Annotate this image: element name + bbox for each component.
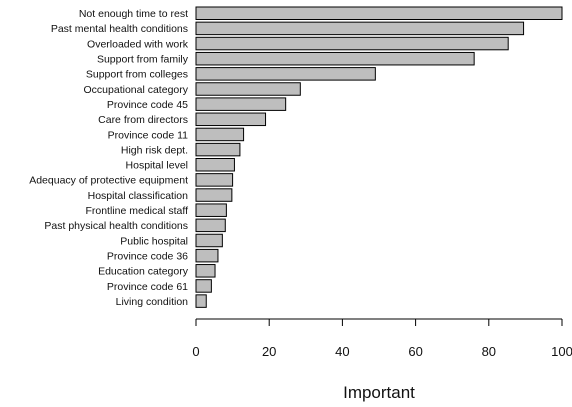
- bar-13: [195, 203, 227, 217]
- category-label-18: Province code 61: [107, 281, 188, 293]
- bar-11: [195, 173, 234, 187]
- bar-0: [195, 6, 563, 20]
- category-label-5: Occupational category: [84, 84, 189, 96]
- x-tick-label-0: 0: [192, 344, 199, 359]
- bars-group: [195, 6, 563, 308]
- bar-18: [195, 279, 212, 293]
- category-label-0: Not enough time to rest: [79, 8, 188, 20]
- x-axis-ticks-group: 0 20 40 60 80 100: [192, 319, 572, 359]
- bar-3: [195, 51, 475, 66]
- category-label-6: Province code 45: [107, 99, 188, 111]
- x-axis-title: Important: [343, 383, 415, 402]
- category-label-14: Past physical health conditions: [44, 220, 188, 232]
- category-label-7: Care from directors: [98, 114, 188, 126]
- x-tick-label-2: 40: [335, 344, 349, 359]
- category-label-4: Support from colleges: [86, 69, 188, 81]
- category-label-10: Hospital level: [126, 160, 188, 172]
- category-label-12: Hospital classification: [88, 190, 189, 202]
- category-label-2: Overloaded with work: [87, 38, 189, 50]
- bar-7: [195, 112, 267, 127]
- category-label-16: Province code 36: [107, 250, 188, 262]
- category-label-17: Education category: [98, 266, 189, 278]
- x-tick-label-5: 100: [551, 344, 572, 359]
- category-label-11: Adequacy of protective equipment: [29, 175, 188, 187]
- category-label-8: Province code 11: [108, 129, 189, 141]
- bar-16: [195, 248, 219, 263]
- x-tick-label-3: 60: [408, 344, 422, 359]
- bar-17: [195, 264, 216, 278]
- x-tick-label-1: 20: [262, 344, 276, 359]
- category-label-13: Frontline medical staff: [85, 205, 188, 217]
- category-label-1: Past mental health conditions: [51, 23, 188, 35]
- category-label-19: Living condition: [116, 296, 189, 308]
- bar-19: [195, 294, 207, 308]
- bar-8: [195, 127, 245, 142]
- x-tick-label-4: 80: [482, 344, 496, 359]
- category-labels-group: Not enough time to rest Past mental healt…: [29, 8, 189, 308]
- category-label-3: Support from family: [97, 54, 189, 66]
- bar-9: [195, 142, 241, 157]
- bar-10: [195, 158, 235, 172]
- bar-2: [195, 36, 509, 51]
- bar-12: [195, 188, 233, 202]
- bar-6: [195, 97, 287, 111]
- bar-5: [195, 82, 301, 96]
- bar-14: [195, 218, 226, 233]
- bar-1: [195, 21, 525, 36]
- bar-4: [195, 67, 376, 81]
- category-label-15: Public hospital: [120, 235, 188, 247]
- bar-15: [195, 233, 223, 248]
- category-label-9: High risk dept.: [121, 144, 188, 156]
